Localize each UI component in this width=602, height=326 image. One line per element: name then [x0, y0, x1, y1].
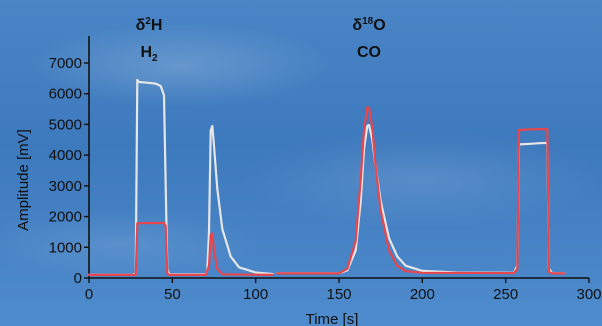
series-layer: [87, 78, 566, 276]
annotation-layer: δ2H H2 δ18O CO: [136, 16, 386, 64]
series-white-trace-segment: [87, 78, 274, 276]
y-tick-label: 5000: [49, 116, 82, 133]
y-tick-label: 2000: [49, 209, 82, 226]
x-tick-label: 100: [243, 286, 268, 303]
x-axis-label: Time [s]: [306, 311, 359, 326]
series-white-trace-segment: [276, 123, 566, 275]
y-axis-label: Amplitude [mV]: [15, 129, 32, 231]
y-tick-label: 7000: [49, 55, 82, 72]
isotope-label-h2: δ2H: [136, 16, 163, 34]
gas-label-h2: H2: [140, 44, 158, 64]
y-tick-label: 1000: [49, 239, 82, 256]
series-red-trace-segment: [276, 106, 566, 275]
gas-label-co: CO: [357, 44, 381, 61]
axes: 0 1000 2000 3000 4000 5000 6000 7000 0 50 100 150 20…: [49, 36, 602, 303]
y-tick-label: 3000: [49, 178, 82, 195]
x-tick-label: 200: [410, 286, 435, 303]
series-red-trace-segment: [87, 221, 274, 276]
x-tick-label: 0: [85, 286, 93, 303]
y-tick-label: 6000: [49, 86, 82, 103]
x-tick-label: 300: [576, 286, 601, 303]
x-tick-label: 50: [164, 286, 181, 303]
x-tick-label: 250: [493, 286, 518, 303]
y-tick-label: 0: [74, 270, 82, 287]
y-tick-label: 4000: [49, 147, 82, 164]
isotope-label-co: δ18O: [352, 16, 385, 34]
x-tick-label: 150: [326, 286, 351, 303]
